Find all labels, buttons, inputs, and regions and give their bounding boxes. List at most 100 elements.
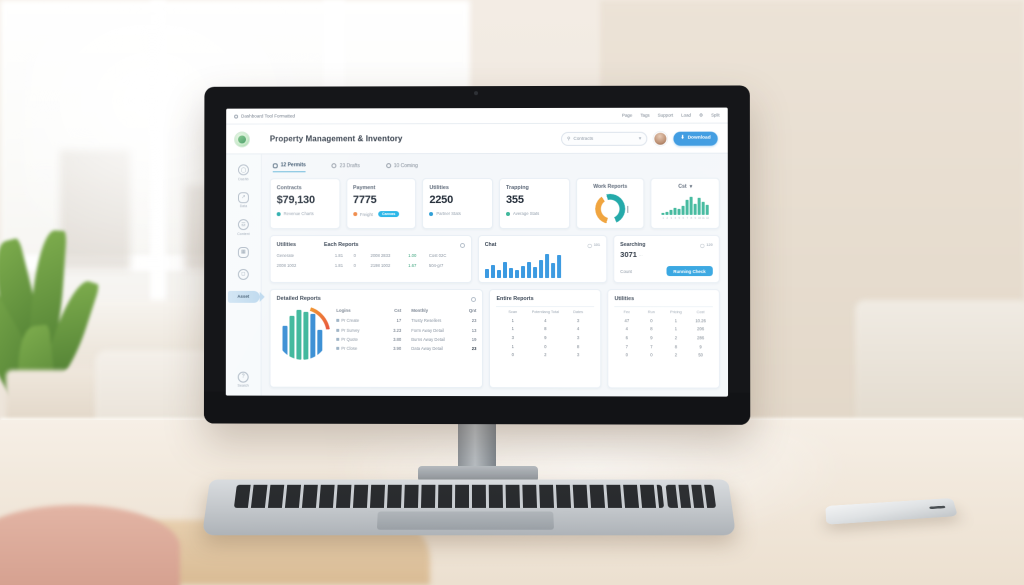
chart-panel-header: Chat ◯ 101: [485, 242, 600, 248]
sidebar-item-message[interactable]: ◻: [226, 268, 261, 280]
bar: [701, 202, 705, 215]
search-icon: ⚲: [567, 135, 571, 141]
chevron-down-icon[interactable]: ▾: [689, 183, 693, 190]
menubar-item-tags[interactable]: Tags: [640, 112, 650, 118]
avatar[interactable]: [653, 131, 668, 146]
list-col-value: Cst: [394, 307, 402, 313]
monitor-bezel: [203, 391, 751, 425]
cell-c1: 2008 1002: [276, 262, 297, 268]
table-cell: 4: [544, 317, 547, 323]
table-cell: 0: [625, 352, 628, 358]
bar: [532, 267, 537, 279]
column-header: Dates: [573, 310, 584, 315]
kpi-title: Payment: [352, 185, 376, 192]
sidebar-item-dashb[interactable]: ◯ Dashb: [226, 164, 261, 181]
kpi-title: Contracts: [276, 185, 302, 192]
chevron-down-icon[interactable]: ▾: [638, 135, 642, 142]
sidebar-item-data[interactable]: ↗ Data: [226, 191, 261, 208]
tab-label: 23 Drafts: [339, 162, 360, 169]
column-header: Run: [647, 310, 655, 315]
table-row[interactable]: 0 2 3: [496, 350, 594, 359]
cell-c3: 0: [353, 262, 356, 268]
cta-title: Searching: [620, 241, 646, 248]
list-item-label: Pr Survey: [341, 327, 360, 333]
chart-panel-meta: ◯ 101: [587, 242, 600, 248]
list-item-name: Trusty Resellers: [411, 318, 442, 324]
menubar-item-page[interactable]: Page: [622, 112, 633, 118]
list-item[interactable]: Pr Quote 3.80: [336, 335, 401, 344]
tab-permits[interactable]: 12 Permits: [272, 162, 306, 173]
kpi-card-utilities[interactable]: Utilities 2250 Partner Stats: [422, 178, 494, 230]
menubar-item-split[interactable]: Split: [711, 112, 720, 118]
download-button[interactable]: ⬇ Download: [673, 131, 718, 146]
kpi-card-contracts[interactable]: Contracts $79,130 Revenue Charts: [269, 178, 341, 230]
table-row[interactable]: Generate 1.81 0 2008 2833 1.00 Cost 02C: [277, 253, 465, 258]
entire-reports-table: Entire Reports Scan Potentiang Total Dat…: [489, 289, 602, 389]
sidebar-item-search[interactable]: ? Search: [226, 371, 261, 388]
gear-icon[interactable]: [459, 242, 465, 248]
table-cell: 2: [674, 335, 678, 341]
mini-bar-axis: 1 2 3 4 5 6 7 8 9 10 11 12: [662, 216, 709, 220]
table-row[interactable]: 4 8 1 206: [615, 325, 713, 334]
table-cell: 0: [544, 343, 547, 349]
table-row[interactable]: 1 0 8: [496, 342, 594, 351]
table-row[interactable]: 2008 1002 1.81 0 2198 1002 1.67 504-gr7: [277, 263, 465, 268]
table-cell: 8: [674, 343, 678, 349]
download-icon: ⬇: [680, 135, 685, 141]
tab-drafts[interactable]: 23 Drafts: [331, 162, 360, 172]
table-cell: 9: [650, 335, 653, 341]
list-item[interactable]: Trusty Resellers 23: [411, 316, 476, 325]
table-row[interactable]: 0 0 2 50: [615, 351, 713, 360]
cst-bar-card[interactable]: Cst ▾ 1 2 3 4 5 6 7 8 9 10 11 12: [650, 177, 720, 229]
chat-bar-chart-panel[interactable]: Chat ◯ 101: [477, 234, 608, 284]
list-item[interactable]: Form Away Detail 13: [411, 325, 476, 334]
keyboard-keys[interactable]: [233, 484, 665, 508]
table-row[interactable]: 6 9 2 286: [615, 333, 713, 342]
list-item[interactable]: Pr Survey 3.23: [336, 325, 401, 334]
table-cell: 4: [625, 326, 628, 332]
status-badge[interactable]: Canvas: [377, 211, 400, 218]
trackpad[interactable]: [376, 511, 555, 530]
table-row[interactable]: 47 0 1 10.26: [615, 316, 713, 325]
axis-tick: 12: [706, 216, 709, 220]
table-cell: 9: [699, 343, 702, 349]
sidebar-item-reports[interactable]: ▦: [226, 246, 261, 258]
list-item[interactable]: Burns Away Detail 19: [411, 335, 476, 344]
gear-icon[interactable]: ⚙: [699, 112, 704, 118]
kpi-card-trapping[interactable]: Trapping 355 Average Stats: [499, 177, 570, 229]
cell-c3: 0: [353, 253, 356, 258]
app-topbar: Property Management & Inventory ⚲ Contra…: [226, 123, 728, 155]
laptop-keyboard[interactable]: [201, 479, 737, 536]
cell-c4: 2198 1002: [370, 262, 391, 268]
menubar-item-support[interactable]: Support: [657, 112, 674, 118]
gear-icon[interactable]: [471, 296, 477, 302]
menubar-items[interactable]: Page Tags Support Load ⚙ Split: [622, 112, 720, 118]
sidebar-item-label: Dashb: [238, 176, 249, 181]
utilities-reports-table: Utilities Each Reports Generate 1.81 0 2…: [269, 235, 472, 284]
sidebar-item-asset[interactable]: Asset: [227, 290, 260, 303]
table-cell: 0: [650, 317, 653, 323]
table-row[interactable]: 3 9 3: [496, 333, 594, 342]
status-dot-icon: [506, 211, 511, 216]
bar: [514, 270, 519, 279]
table-row[interactable]: 1 4 3: [496, 316, 594, 325]
sidebar-item-content[interactable]: ☲ Content: [226, 219, 261, 236]
menubar-item-load[interactable]: Load: [681, 112, 692, 118]
list-item[interactable]: Data Away Detail 23: [411, 344, 476, 353]
work-reports-donut-card[interactable]: Work Reports: [575, 177, 645, 229]
kpi-value: $79,130: [276, 194, 315, 207]
tab-coming[interactable]: 10 Coming: [385, 162, 418, 172]
bar: [550, 263, 555, 279]
list-item[interactable]: Pr Close 3.90: [336, 344, 401, 353]
list-item[interactable]: Pr Create 17: [336, 316, 401, 325]
table-row[interactable]: 7 7 8 9: [615, 342, 713, 351]
list-col-name: Logins: [336, 307, 351, 313]
detail-list-monthly: Monthly Qnt Trusty Resellers 23: [411, 308, 476, 381]
running-check-button[interactable]: Running Check: [666, 266, 713, 277]
keyboard-numpad[interactable]: [665, 484, 717, 508]
table-column-headers: Fec Run Pricing Cost: [615, 307, 713, 316]
kpi-card-payment[interactable]: Payment 7775 Freight Canvas: [345, 178, 417, 230]
table-row[interactable]: 1 8 4: [496, 325, 594, 334]
search-input[interactable]: ⚲ Contracts ▾: [561, 131, 648, 146]
list-col-name: Monthly: [411, 307, 429, 313]
